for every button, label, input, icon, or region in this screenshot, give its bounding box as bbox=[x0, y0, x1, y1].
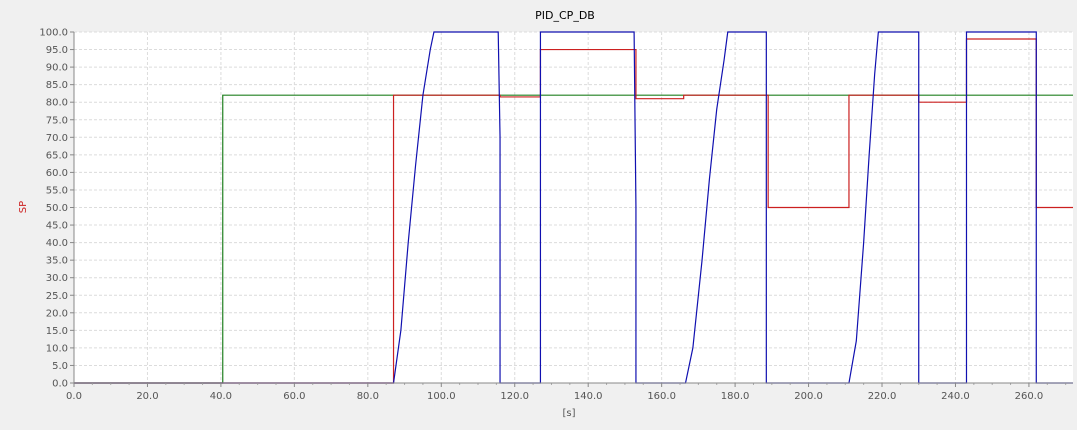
x-tick-label: 120.0 bbox=[500, 391, 529, 402]
y-tick-label: 45.0 bbox=[46, 221, 68, 232]
x-tick-label: 220.0 bbox=[868, 391, 897, 402]
y-tick-label: 85.0 bbox=[46, 80, 68, 91]
x-tick-label: 0.0 bbox=[66, 391, 82, 402]
y-tick-label: 15.0 bbox=[46, 326, 68, 337]
y-tick-label: 50.0 bbox=[46, 203, 68, 214]
x-tick-label: 80.0 bbox=[357, 391, 379, 402]
y-tick-label: 80.0 bbox=[46, 98, 68, 109]
x-tick-label: 60.0 bbox=[283, 391, 305, 402]
x-tick-label: 20.0 bbox=[136, 391, 158, 402]
y-tick-label: 75.0 bbox=[46, 115, 68, 126]
y-tick-label: 0.0 bbox=[52, 379, 68, 390]
y-tick-label: 25.0 bbox=[46, 291, 68, 302]
x-axis-label: [s] bbox=[562, 408, 575, 419]
y-tick-label: 30.0 bbox=[46, 273, 68, 284]
y-tick-label: 55.0 bbox=[46, 185, 68, 196]
y-tick-label: 20.0 bbox=[46, 308, 68, 319]
y-tick-label: 70.0 bbox=[46, 133, 68, 144]
y-tick-label: 40.0 bbox=[46, 238, 68, 249]
x-tick-label: 180.0 bbox=[721, 391, 750, 402]
y-tick-label: 10.0 bbox=[46, 343, 68, 354]
y-tick-label: 95.0 bbox=[46, 45, 68, 56]
grid-lines bbox=[74, 31, 1073, 383]
y-tick-label: 5.0 bbox=[52, 361, 68, 372]
x-tick-label: 40.0 bbox=[210, 391, 232, 402]
y-tick-label: 35.0 bbox=[46, 256, 68, 267]
y-tick-label: 60.0 bbox=[46, 168, 68, 179]
y-tick-label: 90.0 bbox=[46, 63, 68, 74]
x-tick-label: 240.0 bbox=[941, 391, 970, 402]
chart-title: PID_CP_DB bbox=[535, 9, 595, 22]
y-tick-label: 100.0 bbox=[39, 28, 68, 39]
x-tick-label: 200.0 bbox=[794, 391, 823, 402]
x-tick-label: 160.0 bbox=[647, 391, 676, 402]
y-axis-label: SP bbox=[18, 201, 29, 213]
x-tick-label: 140.0 bbox=[574, 391, 603, 402]
plot-area bbox=[74, 32, 1073, 383]
series-line-2 bbox=[74, 31, 1073, 384]
y-tick-label: 65.0 bbox=[46, 150, 68, 161]
axes: 0.0 5.0 10.0 15.0 20.0 25.0 30.0 35.0 40.0 45.0 50… bbox=[39, 28, 1073, 402]
x-tick-label: 260.0 bbox=[1015, 391, 1044, 402]
x-tick-label: 100.0 bbox=[427, 391, 456, 402]
